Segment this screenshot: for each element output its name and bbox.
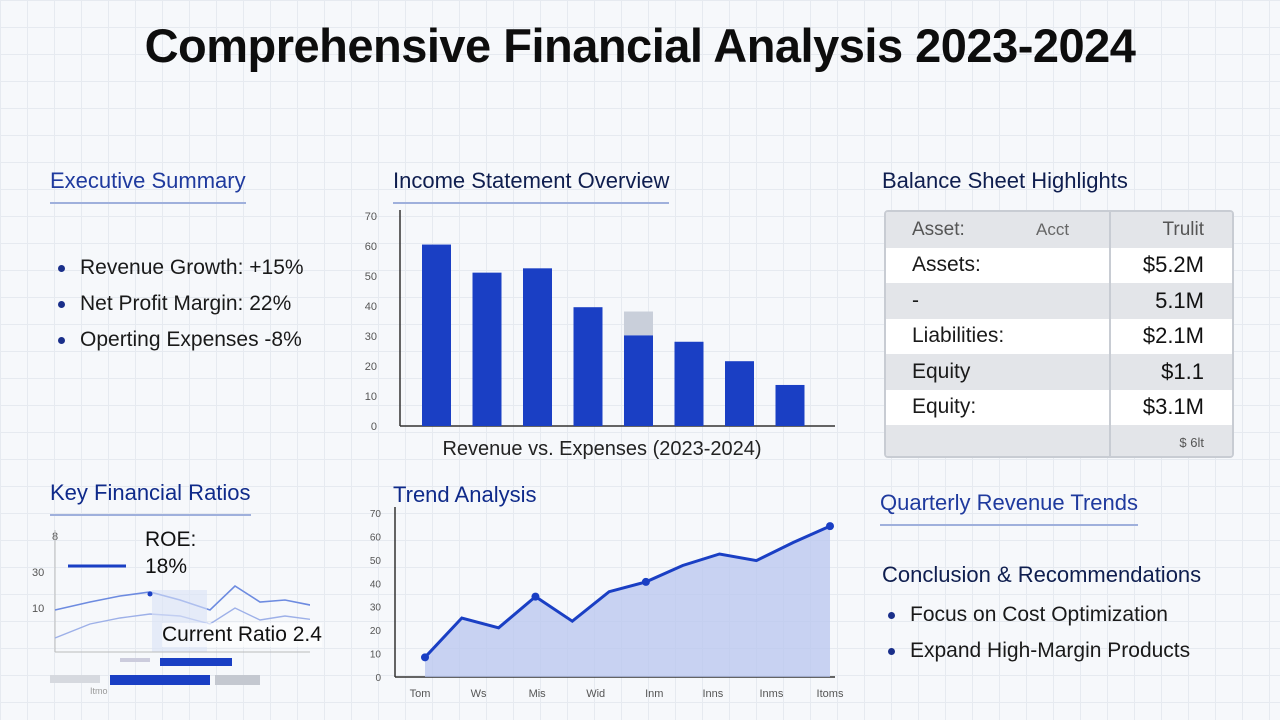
y-tick-label: 20 xyxy=(365,361,377,373)
page-title: Comprehensive Financial Analysis 2023-20… xyxy=(144,19,1136,72)
table-row: Equity: $3.1M xyxy=(886,389,1232,425)
data-point xyxy=(421,653,429,662)
y-tick-label: 40 xyxy=(365,301,377,313)
x-tick-label: Tom xyxy=(410,688,431,700)
bar-highlight xyxy=(624,311,653,336)
bar xyxy=(674,341,704,426)
header-cell: Asset: xyxy=(912,218,965,240)
bar xyxy=(573,307,603,426)
svg-text:10: 10 xyxy=(32,603,44,615)
x-tick-label: Inm xyxy=(645,688,663,700)
quarterly-heading: Quarterly Revenue Trends xyxy=(880,490,1139,526)
y-tick-label: 70 xyxy=(365,211,377,223)
row-label: Equity: xyxy=(886,389,1111,425)
conclusion-list: Focus on Cost Optimization Expand High-M… xyxy=(884,603,1190,675)
y-tick-label: 60 xyxy=(365,241,377,253)
x-tick-label: Wid xyxy=(586,688,605,700)
list-item: Focus on Cost Optimization xyxy=(884,603,1190,627)
y-tick-label: 0 xyxy=(375,673,381,684)
bar xyxy=(472,272,502,426)
balance-sheet-table: Asset: Acct Trulit Assets: $5.2M - 5.1M L… xyxy=(884,210,1234,458)
trend-area-fill xyxy=(425,526,830,677)
row-value: $5.2M xyxy=(1142,252,1204,278)
row-value: $1.1 xyxy=(1161,358,1204,384)
list-item: Net Profit Margin: 22% xyxy=(54,292,304,316)
data-point xyxy=(641,577,650,586)
row-label: Liabilities: xyxy=(886,318,1111,354)
y-tick-label: 20 xyxy=(370,626,382,637)
trend-line xyxy=(423,524,831,659)
list-item: Operting Expenses -8% xyxy=(54,328,304,352)
balance-sheet-heading: Balance Sheet Highlights xyxy=(882,168,1128,193)
table-row: $ 6lt xyxy=(886,425,1232,456)
x-tick-label: Inms xyxy=(760,688,784,700)
y-tick-label: 0 xyxy=(371,421,377,433)
x-tick-label: Inns xyxy=(702,688,723,700)
header-cell: Trulit xyxy=(1162,218,1204,240)
y-tick-label: 30 xyxy=(370,603,382,614)
table-row: Liabilities: $2.1M xyxy=(886,318,1232,354)
row-value: $2.1M xyxy=(1142,323,1204,349)
list-item: Expand High-Margin Products xyxy=(884,639,1190,663)
y-tick-label: 50 xyxy=(370,556,382,567)
row-label: - xyxy=(886,283,1111,319)
y-tick-label: 10 xyxy=(365,391,377,403)
y-tick-label: 70 xyxy=(370,509,382,520)
row-value: $ 6lt xyxy=(1179,435,1204,451)
roe-label: ROE: xyxy=(145,528,197,551)
data-point xyxy=(826,522,834,531)
y-tick-label: 30 xyxy=(365,331,377,343)
trend-area-chart: 0 10 20 30 40 50 60 70 Tom Ws Mis Wid Inm Inns Inms It… xyxy=(370,507,844,700)
y-tick-label: 10 xyxy=(370,650,382,661)
svg-text:30: 30 xyxy=(32,567,44,579)
executive-summary-list: Revenue Growth: +15% Net Profit Margin: … xyxy=(54,256,304,364)
income-bar-chart: 0 10 20 30 40 50 60 70 Revenue vs. Expenses (20… xyxy=(365,210,835,460)
bar xyxy=(624,335,653,426)
row-value: 5.1M xyxy=(1155,287,1204,313)
table-header-row: Asset: Acct Trulit xyxy=(886,212,1232,248)
row-value: $3.1M xyxy=(1142,394,1204,420)
row-label xyxy=(886,425,1111,456)
y-tick-label: 60 xyxy=(370,532,382,543)
row-label: Assets: xyxy=(886,247,1111,283)
y-tick-label: 50 xyxy=(365,271,377,283)
x-tick-label: Itoms xyxy=(817,688,844,700)
conclusion-heading: Conclusion & Recommendations xyxy=(882,562,1202,587)
current-ratio-label: Current Ratio 2.4 xyxy=(162,623,322,647)
roe-value: 18% xyxy=(145,555,188,578)
income-statement-heading: Income Statement Overview xyxy=(393,168,670,204)
svg-text:Itmo: Itmo xyxy=(90,686,108,696)
table-row: - 5.1M xyxy=(886,283,1232,319)
trend-analysis-heading: Trend Analysis xyxy=(393,482,537,507)
x-tick-label: Ws xyxy=(471,688,487,700)
data-point xyxy=(531,592,540,601)
x-tick-label: Mis xyxy=(529,688,547,700)
executive-summary-heading: Executive Summary xyxy=(50,168,246,204)
bar-chart-caption: Revenue vs. Expenses (2023-2024) xyxy=(442,438,761,460)
bar xyxy=(422,244,451,426)
key-ratios-heading: Key Financial Ratios xyxy=(50,480,251,516)
list-item: Revenue Growth: +15% xyxy=(54,256,304,280)
table-row: Assets: $5.2M xyxy=(886,247,1232,283)
table-row: Equity $1.1 xyxy=(886,354,1232,390)
bar xyxy=(725,361,754,426)
y-tick-label: 40 xyxy=(370,579,382,590)
bar xyxy=(523,268,552,426)
header-cell: Acct xyxy=(1036,219,1070,239)
bar xyxy=(775,384,805,426)
row-label: Equity xyxy=(886,354,1111,390)
